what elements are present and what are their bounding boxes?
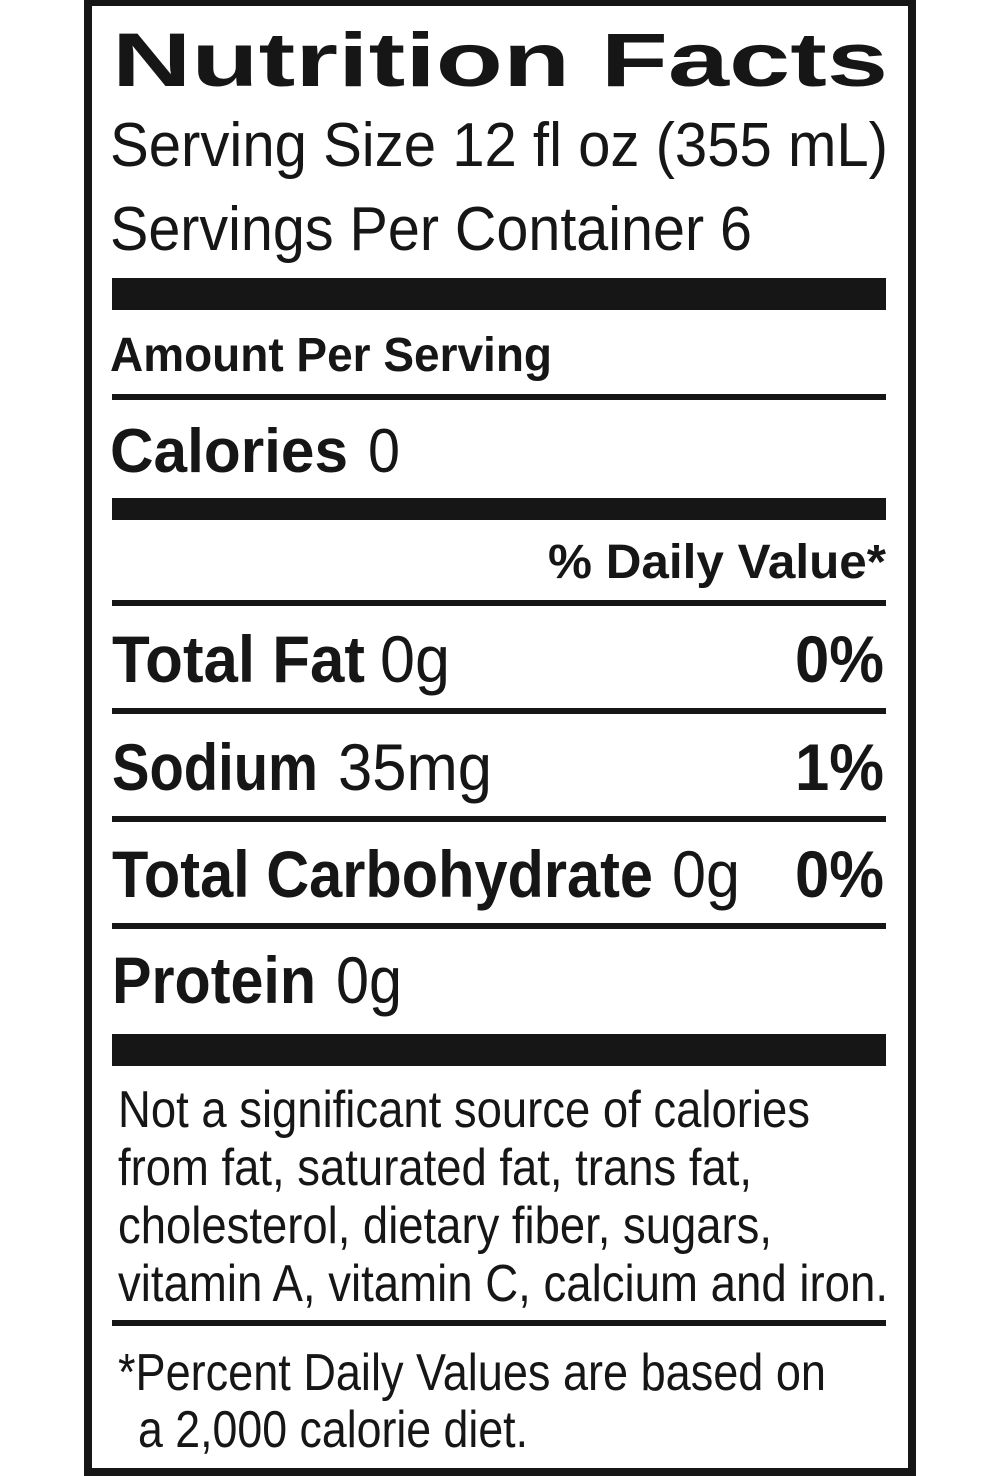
servings-per-container: Servings Per Container 6	[110, 195, 752, 264]
nutrient-amount: 0g	[672, 837, 740, 911]
serving-size: Serving Size 12 fl oz (355 mL)	[110, 111, 888, 180]
nutrient-name: Protein	[112, 943, 316, 1017]
nutrient-name: Sodium	[112, 730, 318, 804]
calories-label: Calories	[110, 417, 348, 486]
nutrient-name: Total Fat	[112, 622, 365, 696]
border-left	[84, 0, 92, 1476]
thin-rule	[112, 1320, 886, 1326]
nutrient-daily-value: 1%	[795, 730, 884, 804]
note-line: from fat, saturated fat, trans fat,	[118, 1139, 752, 1197]
note-line: vitamin A, vitamin C, calcium and iron.	[118, 1255, 888, 1313]
note-line: cholesterol, dietary fiber, sugars,	[118, 1197, 772, 1255]
thin-rule	[112, 708, 886, 714]
thin-rule	[112, 600, 886, 606]
thin-rule	[112, 394, 886, 400]
border-bottom	[84, 1468, 916, 1476]
nutrient-amount: 35mg	[338, 730, 492, 804]
nutrient-daily-value: 0%	[795, 622, 884, 696]
nutrient-amount: 0g	[336, 943, 402, 1017]
amount-per-serving: Amount Per Serving	[110, 329, 552, 382]
border-right	[908, 0, 916, 1476]
footnote-line: a 2,000 calorie diet.	[138, 1401, 528, 1459]
nutrient-daily-value: 0%	[795, 837, 884, 911]
thin-rule	[112, 816, 886, 822]
border-top	[84, 0, 916, 6]
thick-rule	[112, 1034, 886, 1066]
thick-rule	[112, 498, 886, 520]
calories-value: 0	[368, 417, 400, 486]
thick-rule	[112, 278, 886, 310]
nutrient-amount: 0g	[380, 622, 450, 696]
note-line: Not a significant source of calories	[118, 1081, 810, 1139]
thin-rule	[112, 923, 886, 929]
title: Nutrition Facts	[112, 18, 888, 103]
daily-value-header: % Daily Value*	[548, 536, 886, 589]
nutrient-name: Total Carbohydrate	[112, 837, 653, 911]
footnote-line: *Percent Daily Values are based on	[118, 1344, 826, 1402]
